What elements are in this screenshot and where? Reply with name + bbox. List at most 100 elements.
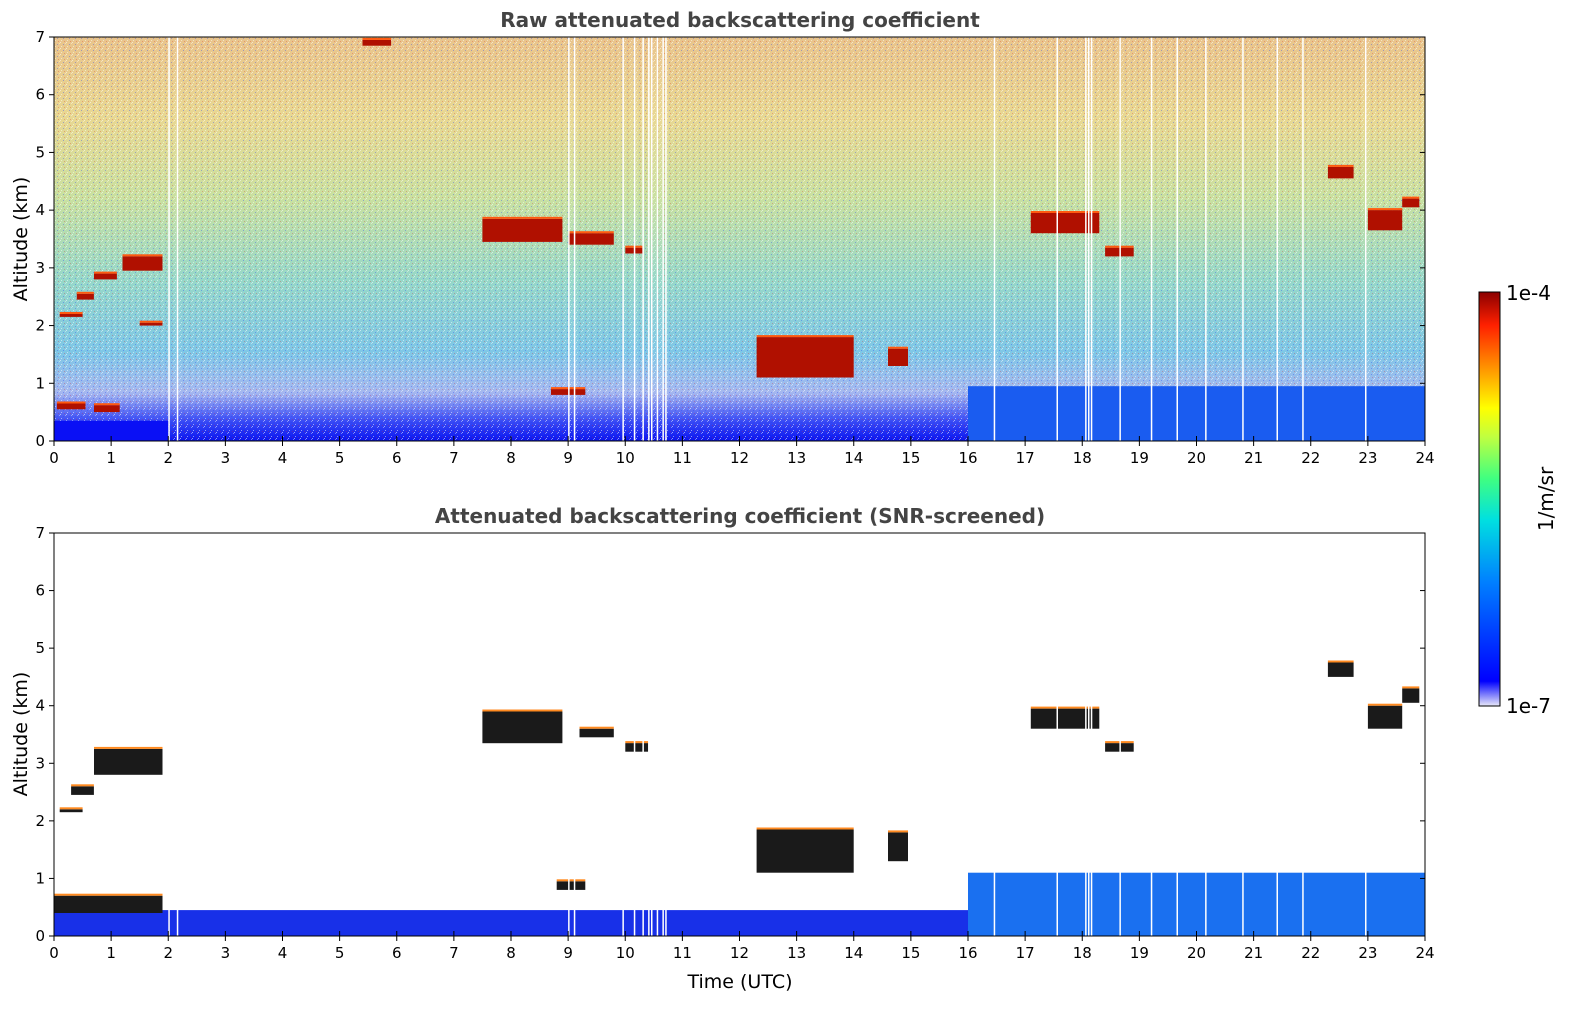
x-tick-label: 15 [901,944,920,962]
data-gap-line [1302,533,1304,936]
data-gap-line [1276,533,1278,936]
cloud-edge [139,320,163,323]
cloud-feature [94,273,117,280]
data-gap-line [568,533,570,936]
x-tick-label: 4 [278,449,288,467]
cloud-edge [94,271,117,274]
cloud-edge [1367,703,1403,706]
x-tick-label: 21 [1244,449,1263,467]
data-gap-line [665,37,667,441]
cloud-edge [482,216,563,219]
data-gap-line [573,533,576,936]
x-tick-label: 7 [449,944,459,962]
cloud-feature [568,233,614,245]
colorbar-min-label: 1e-7 [1506,694,1551,718]
y-tick-label: 7 [35,28,45,46]
x-tick-label: 0 [49,449,59,467]
x-tick-label: 18 [1073,944,1092,962]
data-gap-line [1119,533,1121,936]
x-tick-label: 9 [563,449,573,467]
y-tick-label: 3 [35,259,45,277]
y-tick-label: 2 [35,317,45,335]
colorbar: 1e-4 1e-7 1/m/sr [1478,281,1558,718]
screened-feature-layer [54,660,1425,936]
cloud-edge [888,346,908,349]
cloud-feature [1030,213,1100,234]
colorbar-gradient [1478,291,1501,707]
x-tick-label: 20 [1187,449,1206,467]
cloud-feature [625,743,649,752]
cloud-feature [54,895,163,913]
x-tick-label: 22 [1301,449,1320,467]
y-tick-label: 4 [35,201,45,219]
data-gap-line [1205,37,1207,441]
cloud-feature [1327,166,1354,179]
cloud-edge [362,37,392,40]
y-tick-label: 1 [35,869,45,887]
screened-background [54,533,1425,936]
x-tick-label: 5 [335,449,345,467]
cloud-edge [94,403,120,406]
cloud-feature [579,728,614,738]
x-tick-label: 2 [163,944,173,962]
x-tick-label: 1 [106,449,116,467]
x-tick-label: 10 [616,449,635,467]
data-gap-line [1205,533,1207,936]
cloud-edge [625,741,649,744]
cloud-feature [59,314,83,317]
data-gap-line [176,533,179,936]
data-gap-line [1090,37,1093,441]
raw-backscatter-panel: Raw attenuated backscattering coefficien… [10,8,1435,467]
y-tick-label: 7 [35,524,45,542]
raw-x-axis: 0 1 2 3 4 5 6 7 8 9 10 11 12 13 14 15 16 17 18 19 20 21 22 23 24 [49,436,1435,467]
data-gap-line [656,533,659,936]
x-tick-label: 9 [563,944,573,962]
data-gap-line [1302,37,1304,441]
data-gap-line [1056,533,1058,936]
x-tick-label: 24 [1415,449,1434,467]
x-tick-label: 16 [958,449,977,467]
data-gap-line [1365,533,1367,936]
data-gap-line [1276,37,1278,441]
data-gap-line [656,37,659,441]
data-gap-line [168,533,170,936]
x-tick-label: 12 [730,449,749,467]
near-surface-layer [54,420,169,441]
data-gap-line [651,37,653,441]
boundary-layer [968,386,1425,441]
data-gap-line [1085,37,1087,441]
data-gap-line [648,37,650,441]
colorbar-max-label: 1e-4 [1506,281,1551,305]
data-gap-line [1085,533,1087,936]
data-gap-line [622,533,624,936]
x-tick-label: 13 [787,449,806,467]
data-gap-line [1176,533,1178,936]
y-tick-label: 3 [35,754,45,772]
data-gap-line [1150,37,1153,441]
cloud-feature [482,218,563,242]
y-tick-label: 5 [35,143,45,161]
data-gap-line [651,533,653,936]
cloud-feature [94,748,163,775]
data-gap-line [1242,533,1244,936]
cloud-edge [888,830,908,833]
cloud-edge [1327,660,1354,663]
cloud-feature [71,786,94,795]
x-axis-label: Time (UTC) [686,971,792,993]
x-tick-label: 14 [844,944,863,962]
raw-panel-title: Raw attenuated backscattering coefficien… [500,8,980,32]
cloud-feature [122,256,163,271]
x-tick-label: 3 [221,449,231,467]
cloud-edge [482,709,563,712]
x-tick-label: 8 [506,449,516,467]
x-tick-label: 5 [335,944,345,962]
x-tick-label: 7 [449,449,459,467]
data-gap-line [176,37,179,441]
x-tick-label: 2 [163,449,173,467]
raw-y-axis: 0 1 2 3 4 5 6 7 [35,28,1425,450]
x-tick-label: 0 [49,944,59,962]
x-tick-label: 23 [1358,449,1377,467]
x-tick-label: 21 [1244,944,1263,962]
cloud-edge [59,807,83,810]
